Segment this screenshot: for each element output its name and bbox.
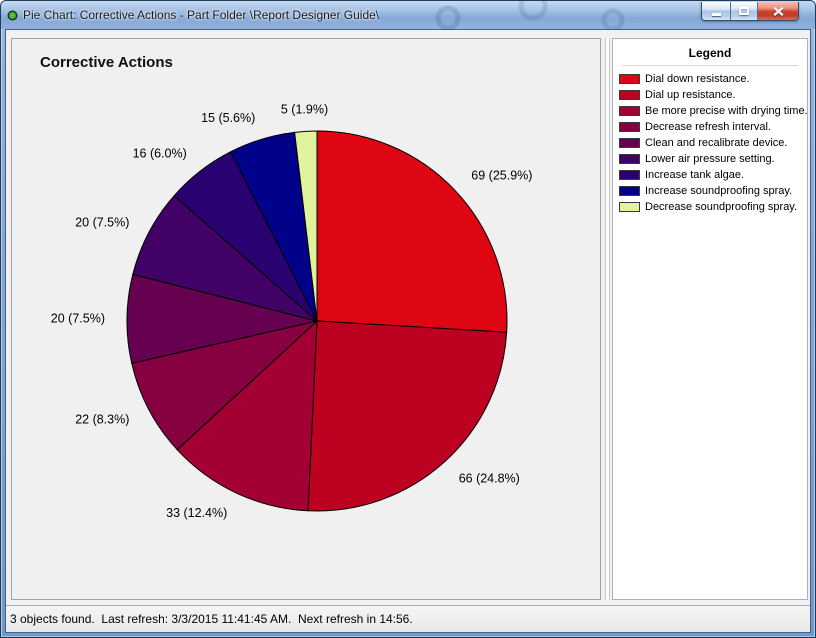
legend-swatch-icon (619, 138, 640, 148)
legend-item-label: Be more precise with drying time. (645, 105, 808, 117)
legend-item: Dial down resistance. (619, 73, 801, 85)
window-controls (701, 2, 799, 21)
close-icon (772, 6, 784, 16)
pie-slice-1[interactable] (316, 130, 508, 333)
pie-slice-label: 20 (7.5%) (51, 312, 105, 326)
legend-item-label: Lower air pressure setting. (645, 153, 775, 165)
legend-panel: Legend Dial down resistance. Dial up resi… (612, 38, 808, 600)
pie-slice-label: 20 (7.5%) (75, 215, 129, 229)
legend-swatch-icon (619, 90, 640, 100)
pie-slice-label: 16 (6.0%) (133, 147, 187, 161)
legend-item-label: Decrease refresh interval. (645, 121, 771, 133)
legend-item-label: Clean and recalibrate device. (645, 137, 788, 149)
legend-swatch-icon (619, 122, 640, 132)
legend-separator (622, 65, 798, 66)
legend-swatch-icon (619, 74, 640, 84)
pie-slice-9[interactable] (294, 130, 318, 322)
pie-slice-label: 22 (8.3%) (75, 413, 129, 427)
legend-item: Decrease soundproofing spray. (619, 201, 801, 213)
pie-slice-label: 15 (5.6%) (201, 111, 255, 125)
legend-swatch-icon (619, 202, 640, 212)
pie-chart: 69 (25.9%) 66 (24.8%) 33 (12.4%) 22 (8.3%) 2… (51, 102, 533, 520)
restore-icon (739, 7, 749, 15)
legend-item-label: Decrease soundproofing spray. (645, 201, 798, 213)
legend-item: Be more precise with drying time. (619, 105, 808, 117)
pie-slice-label: 66 (24.8%) (459, 472, 520, 486)
pie-slice-3[interactable] (176, 319, 318, 512)
legend-item: Clean and recalibrate device. (619, 137, 801, 149)
legend-item: Increase soundproofing spray. (619, 185, 801, 197)
window-title: Pie Chart: Corrective Actions - Part Fol… (23, 8, 380, 22)
chart-panel: 69 (25.9%) 66 (24.8%) 33 (12.4%) 22 (8.3%) 2… (11, 38, 601, 600)
legend-swatch-icon (619, 106, 640, 116)
legend-swatch-icon (619, 170, 640, 180)
status-text: 3 objects found. Last refresh: 3/3/2015 … (10, 612, 413, 626)
legend-item-label: Increase soundproofing spray. (645, 185, 793, 197)
legend-swatch-icon (619, 154, 640, 164)
legend-item: Lower air pressure setting. (619, 153, 801, 165)
title-bar[interactable]: Pie Chart: Corrective Actions - Part Fol… (1, 1, 815, 29)
legend-item-label: Dial down resistance. (645, 73, 750, 85)
legend-item-label: Dial up resistance. (645, 89, 736, 101)
client-area: 69 (25.9%) 66 (24.8%) 33 (12.4%) 22 (8.3%) 2… (5, 29, 811, 633)
legend-item: Decrease refresh interval. (619, 121, 801, 133)
legend-list: Dial down resistance. Dial up resistance.… (613, 73, 808, 213)
app-icon[interactable] (9, 11, 16, 19)
legend-title: Legend (688, 46, 732, 60)
legend-item: Dial up resistance. (619, 89, 801, 101)
minimize-button[interactable] (702, 2, 731, 20)
legend-item: Increase tank algae. (619, 169, 801, 181)
chart-title: Corrective Actions (40, 54, 173, 71)
close-button[interactable] (758, 2, 798, 20)
legend-swatch-icon (619, 186, 640, 196)
pie-slice-label: 69 (25.9%) (471, 169, 532, 183)
legend-item-label: Increase tank algae. (645, 169, 745, 181)
pie-slice-label: 5 (1.9%) (281, 102, 328, 116)
panel-splitter[interactable] (605, 38, 610, 600)
pie-slice-2[interactable] (307, 320, 508, 512)
maximize-button[interactable] (731, 2, 758, 20)
minimize-icon (711, 13, 721, 16)
pie-slice-label: 33 (12.4%) (166, 506, 227, 520)
status-bar: 3 objects found. Last refresh: 3/3/2015 … (6, 605, 810, 632)
